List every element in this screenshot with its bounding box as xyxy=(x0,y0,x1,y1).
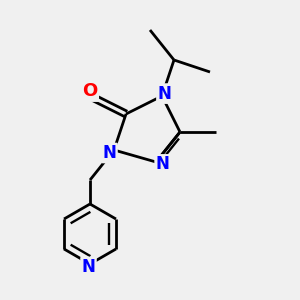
Text: N: N xyxy=(82,258,95,276)
Text: N: N xyxy=(156,155,170,173)
Text: N: N xyxy=(158,85,171,103)
Text: N: N xyxy=(103,144,116,162)
Text: O: O xyxy=(82,82,98,100)
